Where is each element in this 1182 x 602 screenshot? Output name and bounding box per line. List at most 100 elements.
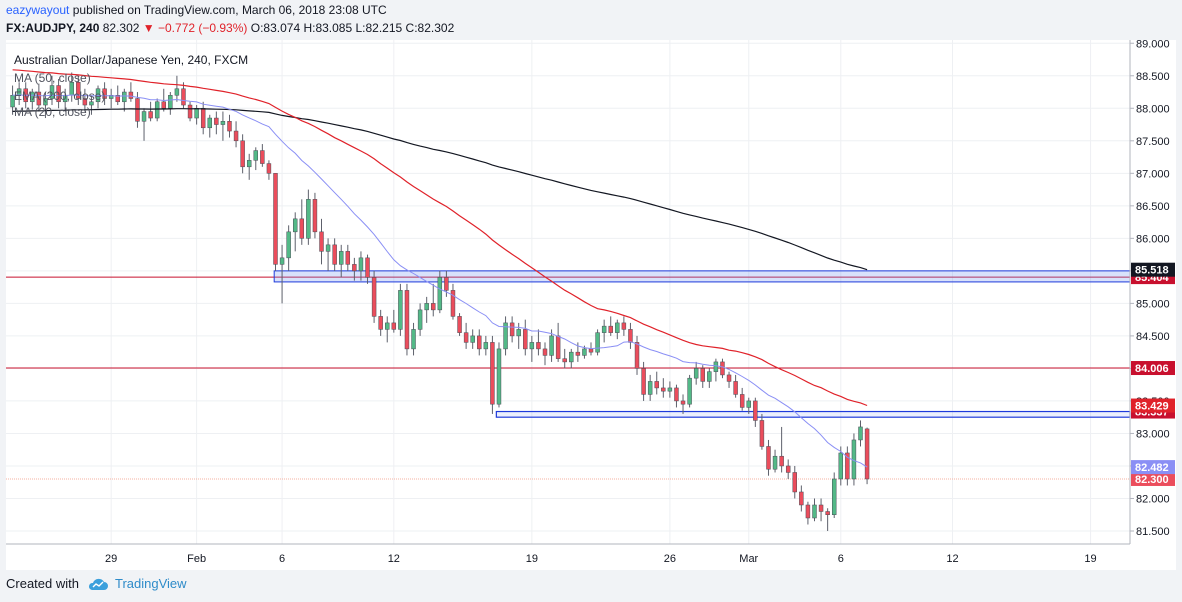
candle-down [825,511,830,515]
candle-up [582,348,587,356]
y-tick-label: 84.500 [1136,331,1170,343]
candle-up [122,91,127,103]
candle-up [483,342,489,350]
candle-down [536,342,541,350]
x-tick-label: 19 [526,553,538,565]
candle-down [490,342,495,405]
y-tick-label: 82.000 [1136,493,1170,505]
candle-down [148,111,153,119]
candle-up [713,361,719,372]
price-badges: 85.40485.51884.00683.33783.42982.30082.4… [1131,262,1175,486]
chart-title: Australian Dollar/Japanese Yen, 240, FXC… [14,53,248,67]
y-tick-label: 86.500 [1136,201,1170,213]
candle-up [417,309,423,330]
x-tick-label: Mar [739,553,758,565]
candle-up [220,121,226,125]
candle-up [207,117,212,129]
candle-down [233,130,239,142]
candle-down [56,85,61,103]
candle-down [621,322,627,330]
symbol-label: FX:AUDJPY, 240 [6,21,100,35]
symbol-line: FX:AUDJPY, 240 82.302 ▼ −0.772 (−0.93%) … [6,21,454,35]
candle-up [595,332,600,353]
tradingview-link[interactable]: TradingView [114,576,187,591]
candlesticks [10,72,870,531]
candle-down [785,465,791,473]
candle-down [365,257,370,278]
change-arrow-icon: ▼ [142,21,155,35]
candle-down [477,335,482,350]
x-tick-label: 19 [1084,553,1096,565]
candle-down [457,316,462,333]
candle-down [805,504,811,519]
candle-up [154,101,160,119]
candle-down [575,351,581,356]
y-tick-label: 88.500 [1136,71,1170,83]
candle-down [818,504,824,512]
badge-84006-label: 84.006 [1135,363,1169,375]
candle-down [674,387,679,402]
y-tick-label: 85.000 [1136,298,1170,310]
candle-up [831,478,837,515]
tradingview-cloud-icon [88,578,108,590]
badge-ma20-label: 82.482 [1135,462,1169,474]
candle-down [82,98,88,106]
candle-up [424,303,429,311]
candle-up [49,85,55,99]
candle-up [108,95,114,99]
legend-ema200: EMA (200, close) [14,89,105,103]
candle-up [358,257,364,272]
y-tick-label: 87.500 [1136,136,1170,148]
candle-up [30,91,35,103]
candle-up [246,160,252,168]
candle-up [693,368,699,379]
time-axis-background [6,544,1176,570]
candle-down [792,472,797,493]
candle-up [279,257,285,265]
x-tick-label: 29 [105,553,117,565]
candle-down [332,244,337,265]
candle-up [615,322,620,333]
support-zone [495,410,1131,418]
candle-down [266,163,272,174]
candle-up [174,88,180,96]
candle-up [496,348,502,405]
candle-up [286,231,291,259]
price-chart[interactable]: 81.50082.00082.50083.00083.50084.00084.5… [6,40,1176,570]
candle-down [345,251,351,265]
candle-up [746,400,751,408]
candle-down [181,88,186,106]
candle-up [398,290,403,330]
time-axis: 29 Feb 6 12 19 26 Mar 6 12 19 [105,553,1097,565]
candle-down [431,303,436,311]
legend-ma50: MA (50, close) [14,71,91,85]
candle-down [523,329,528,350]
candle-up [253,150,258,161]
ma20-line [12,94,868,468]
candle-up [168,95,173,109]
publish-info: published on TradingView.com, March 06, … [72,3,387,17]
legend-ma20: MA (20, close) [14,105,91,119]
candle-down [463,332,469,343]
created-with-label: Created with [6,576,79,591]
candle-down [608,325,613,333]
candle-down [739,394,745,408]
badge-last-price-label: 82.300 [1135,474,1169,486]
badge-ma20 [1131,460,1175,475]
candle-down [753,400,758,421]
x-tick-label: 6 [838,553,844,565]
candle-up [772,455,778,470]
author-link[interactable]: eazywayout [6,3,70,17]
badge-84006 [1131,361,1175,376]
publish-line: eazywayout published on TradingView.com,… [6,3,387,17]
candle-down [135,98,140,122]
candle-up [325,244,331,252]
candle-down [273,173,278,265]
candle-down [391,322,397,330]
x-tick-label: 6 [279,553,285,565]
candle-down [542,348,548,356]
candle-down [227,121,232,132]
candle-up [667,387,673,392]
candle-up [812,504,817,519]
candle-down [371,277,377,317]
